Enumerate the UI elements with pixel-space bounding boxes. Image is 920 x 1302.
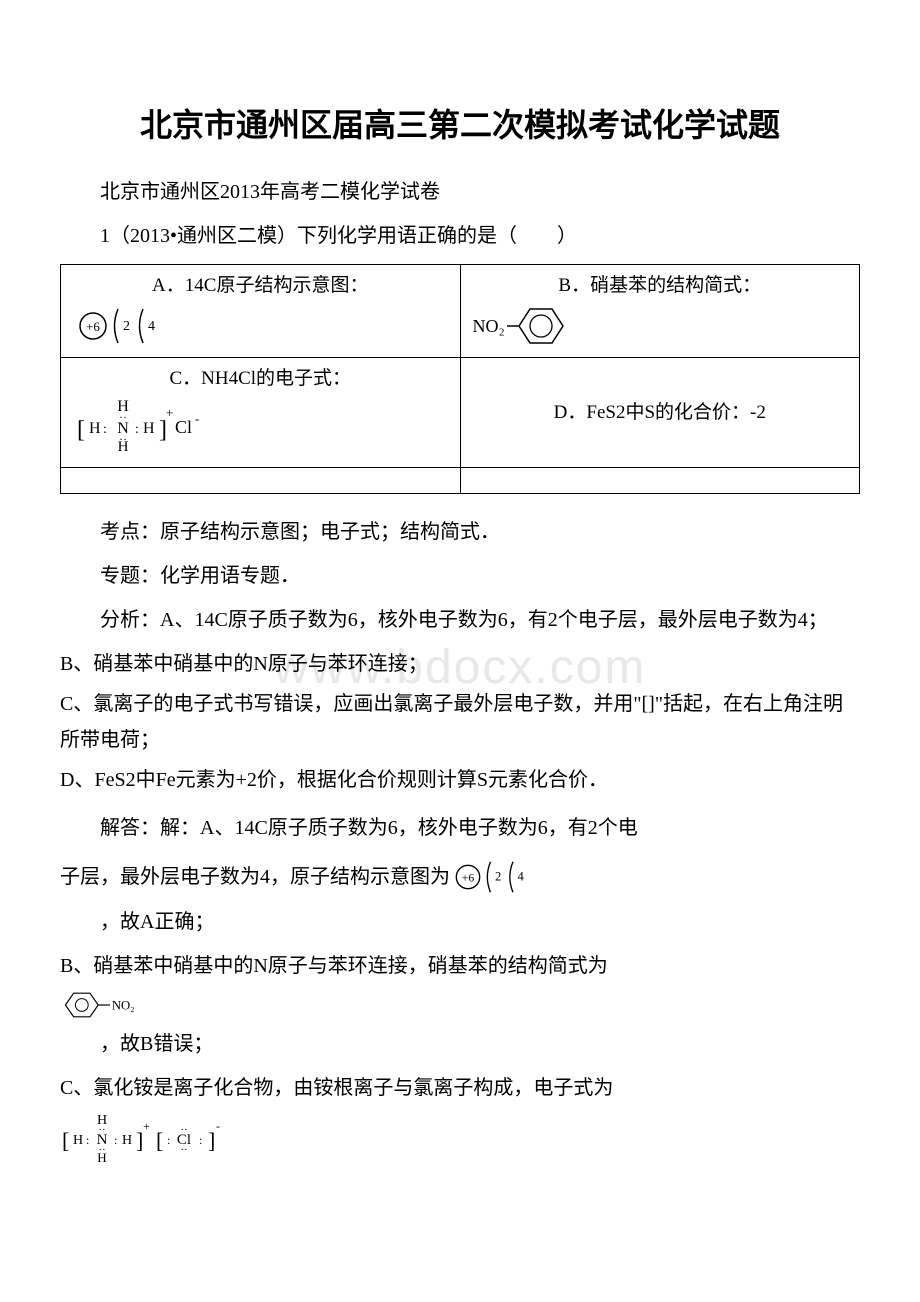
- svg-text::: :: [167, 1133, 170, 1147]
- kaodian-text: 原子结构示意图；电子式；结构简式．: [160, 521, 500, 543]
- jieda-b-diagram-wrapper: NO₂: [60, 988, 860, 1022]
- fenxi-c-text: C、氯离子的电子式书写错误，应画出氯离子最外层电子数，并用"[]"括起，在右上角…: [60, 686, 860, 758]
- jieda-a-conclusion: ，故A正确；: [60, 904, 860, 940]
- option-d-text: D．FeS2中S的化合价：-2: [554, 402, 766, 423]
- svg-text:]: ]: [159, 417, 167, 443]
- svg-text::: :: [135, 422, 139, 437]
- svg-text:2: 2: [123, 319, 130, 334]
- svg-text:Cl: Cl: [175, 417, 192, 437]
- option-b-text: B．硝基苯的结构简式：: [473, 271, 848, 301]
- option-a-text: A．14C原子结构示意图：: [73, 271, 448, 301]
- svg-text:H: H: [73, 1133, 83, 1148]
- option-b-no2-label: NO₂: [473, 312, 505, 341]
- svg-text::: :: [114, 1133, 117, 1147]
- svg-text:]: ]: [208, 1128, 215, 1153]
- svg-text:-: -: [216, 1119, 220, 1133]
- nh4cl-full-electron-formula-icon: [ H : H ·· N ·· H : H ] + [ : ·· Cl ·· :…: [60, 1110, 260, 1162]
- svg-text::: :: [86, 1133, 89, 1147]
- option-d-cell: D．FeS2中S的化合价：-2: [460, 358, 860, 468]
- svg-text:+: +: [143, 1119, 150, 1133]
- document-content: 北京市通州区届高三第二次模拟考试化学试题 北京市通州区2013年高考二模化学试卷…: [60, 100, 860, 1162]
- svg-text::: :: [103, 422, 107, 437]
- jieda-label: 解答：: [100, 817, 160, 839]
- benzene-ring-icon: [505, 301, 565, 351]
- svg-text::: :: [199, 1133, 202, 1147]
- svg-text:··: ··: [180, 1144, 187, 1156]
- empty-cell-left: [61, 468, 461, 494]
- jieda-c-diagram-wrapper: [ H : H ·· N ·· H : H ] + [ : ·· Cl ·· :…: [60, 1110, 860, 1162]
- zhuanti-text: 化学用语专题．: [160, 565, 300, 587]
- svg-text:-: -: [195, 411, 199, 426]
- svg-text:+: +: [166, 405, 173, 420]
- option-c-text: C．NH4Cl的电子式：: [73, 364, 448, 394]
- jieda-intro-line: 解答：解：A、14C原子质子数为6，核外电子数为6，有2个电: [60, 810, 860, 846]
- option-b-cell: B．硝基苯的结构简式： NO₂: [460, 265, 860, 358]
- zhuanti-label: 专题：: [100, 565, 160, 587]
- fenxi-a-line: 分析：A、14C原子质子数为6，核外电子数为6，有2个电子层，最外层电子数为4；: [60, 602, 860, 638]
- svg-text:2: 2: [495, 870, 501, 884]
- jieda-b-text: B、硝基苯中硝基中的N原子与苯环连接，硝基苯的结构简式为: [60, 948, 860, 984]
- svg-text:4: 4: [518, 870, 525, 884]
- svg-text:H: H: [118, 439, 129, 451]
- zhuanti-line: 专题：化学用语专题．: [60, 558, 860, 594]
- option-a-cell: A．14C原子结构示意图： +6 2 4: [61, 265, 461, 358]
- jieda-b-conclusion: ，故B错误；: [60, 1026, 860, 1062]
- svg-text:H: H: [122, 1133, 132, 1148]
- jieda-c-text: C、氯化铵是离子化合物，由铵根离子与氯离子构成，电子式为: [60, 1070, 860, 1106]
- svg-text:4: 4: [148, 319, 155, 334]
- options-table: A．14C原子结构示意图： +6 2 4 B．硝基苯的结构简式： NO₂: [60, 264, 860, 494]
- svg-text:H: H: [143, 420, 155, 437]
- atom-structure-icon: +6 2 4: [73, 301, 173, 351]
- fenxi-b-text: B、硝基苯中硝基中的N原子与苯环连接；: [60, 646, 860, 682]
- svg-text:+6: +6: [462, 872, 475, 885]
- svg-text:H: H: [97, 1150, 106, 1162]
- svg-text:[: [: [156, 1128, 163, 1153]
- svg-text:[: [: [62, 1128, 69, 1153]
- empty-cell-right: [460, 468, 860, 494]
- option-c-cell: C．NH4Cl的电子式： [ H : H ·· N ·· H : H ] + C…: [61, 358, 461, 468]
- svg-text:+6: +6: [86, 319, 100, 334]
- jieda-a-line2-text: 子层，最外层电子数为4，原子结构示意图为: [60, 859, 450, 895]
- fenxi-label: 分析：: [100, 609, 160, 631]
- subtitle: 北京市通州区2013年高考二模化学试卷: [60, 174, 860, 210]
- fenxi-a-text: A、14C原子质子数为6，核外电子数为6，有2个电子层，最外层电子数为4；: [160, 609, 828, 631]
- svg-text:NO₂: NO₂: [112, 999, 135, 1013]
- jieda-a-line2-wrapper: 子层，最外层电子数为4，原子结构示意图为 +6 2 4: [60, 854, 860, 900]
- kaodian-line: 考点：原子结构示意图；电子式；结构简式．: [60, 514, 860, 550]
- benzene-no2-icon: NO₂: [60, 988, 160, 1022]
- svg-text:[: [: [77, 417, 85, 443]
- atom-structure-small-icon: +6 2 4: [450, 854, 540, 900]
- question-1-stem: 1（2013•通州区二模）下列化学用语正确的是（ ）: [60, 218, 860, 254]
- nh4cl-electron-formula-icon: [ H : H ·· N ·· H : H ] + Cl -: [73, 395, 223, 451]
- fenxi-d-text: D、FeS2中Fe元素为+2价，根据化合价规则计算S元素化合价．: [60, 762, 860, 798]
- svg-text:H: H: [89, 420, 101, 437]
- jieda-intro-text: 解：A、14C原子质子数为6，核外电子数为6，有2个电: [160, 817, 638, 839]
- page-title: 北京市通州区届高三第二次模拟考试化学试题: [60, 100, 860, 146]
- kaodian-label: 考点：: [100, 521, 160, 543]
